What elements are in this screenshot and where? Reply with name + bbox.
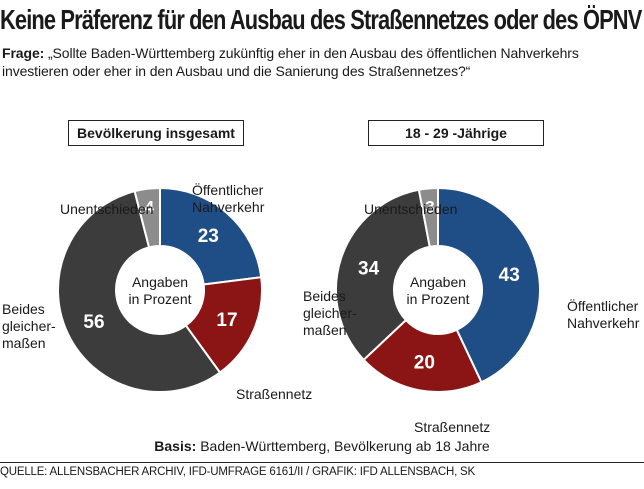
donut-slice	[417, 186, 439, 248]
donut-slice	[133, 186, 161, 249]
source-note: QUELLE: ALLENSBACHER ARCHIV, IFD-UMFRAGE…	[0, 466, 475, 478]
data-label: 4	[145, 198, 155, 217]
divider-line	[0, 462, 644, 463]
data-label: 56	[83, 312, 104, 333]
data-label: 23	[198, 226, 219, 247]
chart-2-title: 18 - 29 -Jährige	[368, 120, 544, 146]
question-body: „Sollte Baden-Württemberg zukünftig eher…	[2, 45, 579, 79]
donut-slice	[335, 188, 431, 362]
chart-1-title: Bevölkerung insgesamt	[68, 120, 244, 146]
center-label: Angaben in Prozent	[128, 274, 191, 307]
data-label: 43	[499, 265, 520, 286]
donut-charts: 23 Öffentlicher Nahverkehr 17 Straßennetz 56 B…	[2, 181, 640, 435]
data-label: 3	[425, 197, 434, 216]
data-label: 34	[358, 258, 380, 279]
category-label: Straßennetz	[236, 386, 312, 402]
question-text: Frage: „Sollte Baden-Württemberg zukünft…	[2, 44, 642, 80]
category-label: Öffentlicher Nahverkehr	[567, 297, 640, 331]
category-label: Beides gleicher-maßen	[303, 288, 357, 338]
data-label: 20	[414, 353, 435, 374]
basis-text: Baden-Württemberg, Bevölkerung ab 18 Jah…	[200, 438, 490, 454]
center-label: Angaben in Prozent	[406, 274, 469, 307]
donut-slice	[159, 186, 263, 286]
basis-note: Basis: Baden-Württemberg, Bevölkerung ab…	[0, 438, 644, 454]
category-label: Beides gleicher-maßen	[2, 301, 56, 351]
basis-label: Basis:	[154, 438, 197, 454]
chart-title: Keine Präferenz für den Ausbau des Straß…	[0, 4, 642, 35]
category-label: Straßennetz	[414, 419, 490, 435]
question-label: Frage:	[2, 45, 45, 61]
category-label: Unentschieden	[364, 201, 457, 217]
donut-slice	[57, 189, 222, 393]
data-label: 17	[216, 310, 237, 331]
donut-slice	[362, 318, 483, 393]
category-label: Öffentlicher Nahverkehr	[192, 181, 265, 215]
category-label: Unentschieden	[60, 201, 153, 217]
donut-slice	[437, 186, 541, 384]
